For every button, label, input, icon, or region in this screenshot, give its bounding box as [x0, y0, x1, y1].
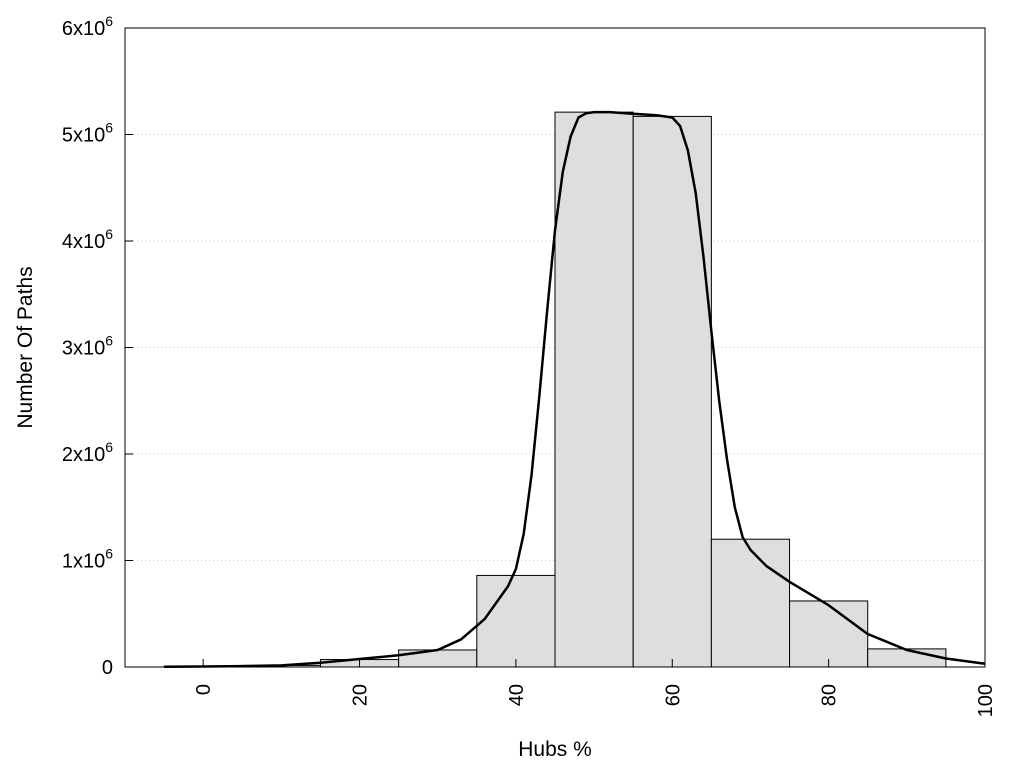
y-tick-label: 1x106	[62, 546, 113, 573]
y-tick-label: 0	[102, 657, 113, 679]
histogram-bar	[789, 600, 869, 668]
x-tick-label: 20	[350, 684, 372, 706]
grid-lines	[125, 134, 985, 561]
x-tick-label: 100	[975, 684, 997, 717]
histogram-bar	[476, 574, 556, 668]
histogram-bar	[632, 115, 712, 668]
x-axis-ticks: 0 20 40 60 80 100	[193, 659, 997, 717]
y-axis-ticks: 0 1x106 2x106 3x106 4x106 5x106 6x106	[62, 13, 133, 679]
density-curve	[164, 110, 986, 668]
histogram-bar	[554, 111, 634, 668]
y-tick-label: 5x106	[62, 120, 113, 147]
x-tick-label: 80	[819, 684, 841, 706]
x-axis-label: Hubs %	[518, 738, 592, 761]
histogram-bars	[163, 111, 947, 668]
x-tick-label: 40	[506, 684, 528, 706]
y-tick-label: 3x106	[62, 333, 113, 360]
y-axis-label: Number Of Paths	[14, 266, 37, 428]
x-tick-label: 0	[193, 684, 215, 695]
y-tick-label: 6x106	[62, 13, 113, 40]
density-curve-line	[164, 110, 986, 668]
histogram-bar	[867, 648, 947, 668]
histogram-bar	[710, 538, 791, 668]
x-tick-label: 60	[662, 684, 684, 706]
y-tick-label: 4x106	[62, 226, 113, 253]
y-tick-label: 2x106	[62, 439, 113, 466]
